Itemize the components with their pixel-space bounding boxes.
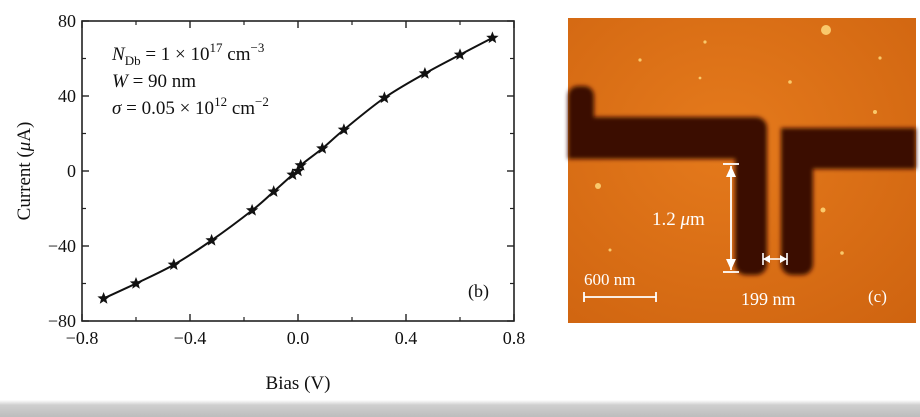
doping-parameter: NDb = 1 × 1017 cm−3 (111, 40, 264, 68)
width-parameter: W = 90 nm (112, 71, 196, 92)
gap-dimension-marker (762, 253, 788, 265)
y-tick-label: −40 (48, 236, 76, 256)
y-tick-label: 0 (67, 161, 76, 181)
x-tick-label: 0.0 (287, 328, 310, 348)
panel-c-label: (c) (868, 287, 887, 306)
x-tick-label: −0.4 (174, 328, 207, 348)
data-point-star (245, 203, 259, 216)
data-point-star (129, 277, 143, 289)
data-point-star (167, 258, 180, 271)
data-point-star (453, 48, 467, 61)
charge-density-parameter: σ = 0.05 × 1012 cm−2 (112, 94, 269, 119)
data-point-star (267, 185, 280, 197)
surface-particles (595, 25, 882, 255)
x-tick-label: −0.8 (66, 328, 99, 348)
data-point-star (486, 31, 499, 44)
x-tick-label: 0.8 (503, 328, 526, 348)
data-point-star (337, 123, 351, 136)
scale-bar (583, 292, 657, 302)
data-point-star (205, 233, 218, 246)
x-tick-label: 0.4 (395, 328, 418, 348)
y-tick-label: −80 (48, 311, 76, 331)
x-axis-label: Bias (V) (266, 373, 331, 394)
y-tick-label: 80 (58, 11, 76, 31)
data-point-star (378, 91, 391, 104)
axis-ticks (81, 20, 515, 322)
iv-chart-panel: −0.8 −0.4 0.0 0.4 0.8 −80 −40 0 40 80 Bias (V) C… (14, 11, 525, 394)
gap-label: 199 nm (741, 289, 796, 309)
panel-b-label: (b) (468, 281, 489, 302)
length-label: 1.2 μm (652, 209, 705, 230)
data-markers (97, 31, 499, 304)
length-dimension-marker (723, 163, 739, 273)
data-point-star (418, 67, 432, 79)
afm-image-panel: 1.2 μm 199 nm 600 nm (c) (568, 18, 916, 323)
data-point-star (97, 292, 110, 304)
data-point-star (294, 158, 307, 171)
parameter-annotation: NDb = 1 × 1017 cm−3 W = 90 nm σ = 0.05 ×… (111, 40, 269, 119)
data-point-star (316, 142, 329, 154)
x-tick-labels: −0.8 −0.4 0.0 0.4 0.8 (66, 328, 526, 348)
nanowire-structure (568, 86, 916, 275)
y-axis-label: Current (μA) (14, 122, 35, 221)
y-tick-labels: −80 −40 0 40 80 (48, 11, 76, 331)
y-tick-label: 40 (58, 86, 76, 106)
data-point-star (291, 164, 305, 177)
bottom-shadow (0, 400, 920, 417)
data-point-star (286, 168, 299, 181)
scale-bar-label: 600 nm (584, 270, 635, 289)
